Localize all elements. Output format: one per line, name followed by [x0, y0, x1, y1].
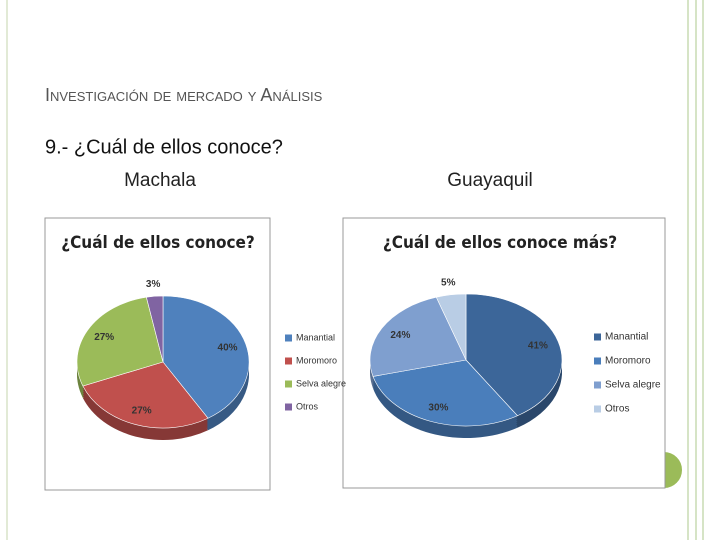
pie-slice: [465, 293, 563, 417]
data-label: 5%: [441, 278, 456, 289]
legend-swatch: [594, 333, 601, 341]
data-label: 3%: [146, 279, 161, 290]
legend-label: Moromoro: [296, 355, 337, 365]
legend-swatch: [285, 357, 292, 365]
pie-slice: [146, 295, 164, 363]
slide-title: Investigación de mercado y Análisis: [45, 85, 323, 105]
data-label: 41%: [528, 340, 548, 351]
legend-label: Manantial: [296, 332, 335, 342]
legend-swatch: [285, 403, 292, 411]
question: 9.- ¿Cuál de ellos conoce?: [45, 136, 283, 158]
data-label: 27%: [132, 405, 152, 416]
legend-swatch: [285, 380, 292, 388]
pie-slice: [435, 293, 467, 361]
legend-swatch: [594, 381, 601, 389]
pie-slice: [162, 295, 250, 419]
city-label: Machala: [124, 170, 196, 191]
legend-label: Selva alegre: [296, 378, 346, 388]
legend-label: Moromoro: [605, 356, 651, 367]
pie-slice: [369, 296, 467, 377]
city-label: Guayaquil: [447, 170, 533, 191]
legend-label: Manantial: [605, 332, 648, 343]
pie-slice: [76, 296, 164, 387]
data-label: 27%: [94, 332, 114, 343]
legend-label: Otros: [605, 404, 629, 415]
legend-label: Otros: [296, 401, 319, 411]
chart-title: ¿Cuál de ellos conoce?: [61, 233, 255, 253]
data-label: 24%: [390, 330, 410, 341]
data-label: 40%: [218, 343, 238, 354]
chart-title: ¿Cuál de ellos conoce más?: [383, 233, 617, 253]
data-label: 30%: [428, 403, 448, 414]
legend-swatch: [285, 334, 292, 342]
legend-swatch: [594, 405, 601, 413]
legend-label: Selva alegre: [605, 380, 661, 391]
pie-slice: [82, 361, 209, 429]
legend-swatch: [594, 357, 601, 365]
pie-slice: [372, 359, 518, 427]
